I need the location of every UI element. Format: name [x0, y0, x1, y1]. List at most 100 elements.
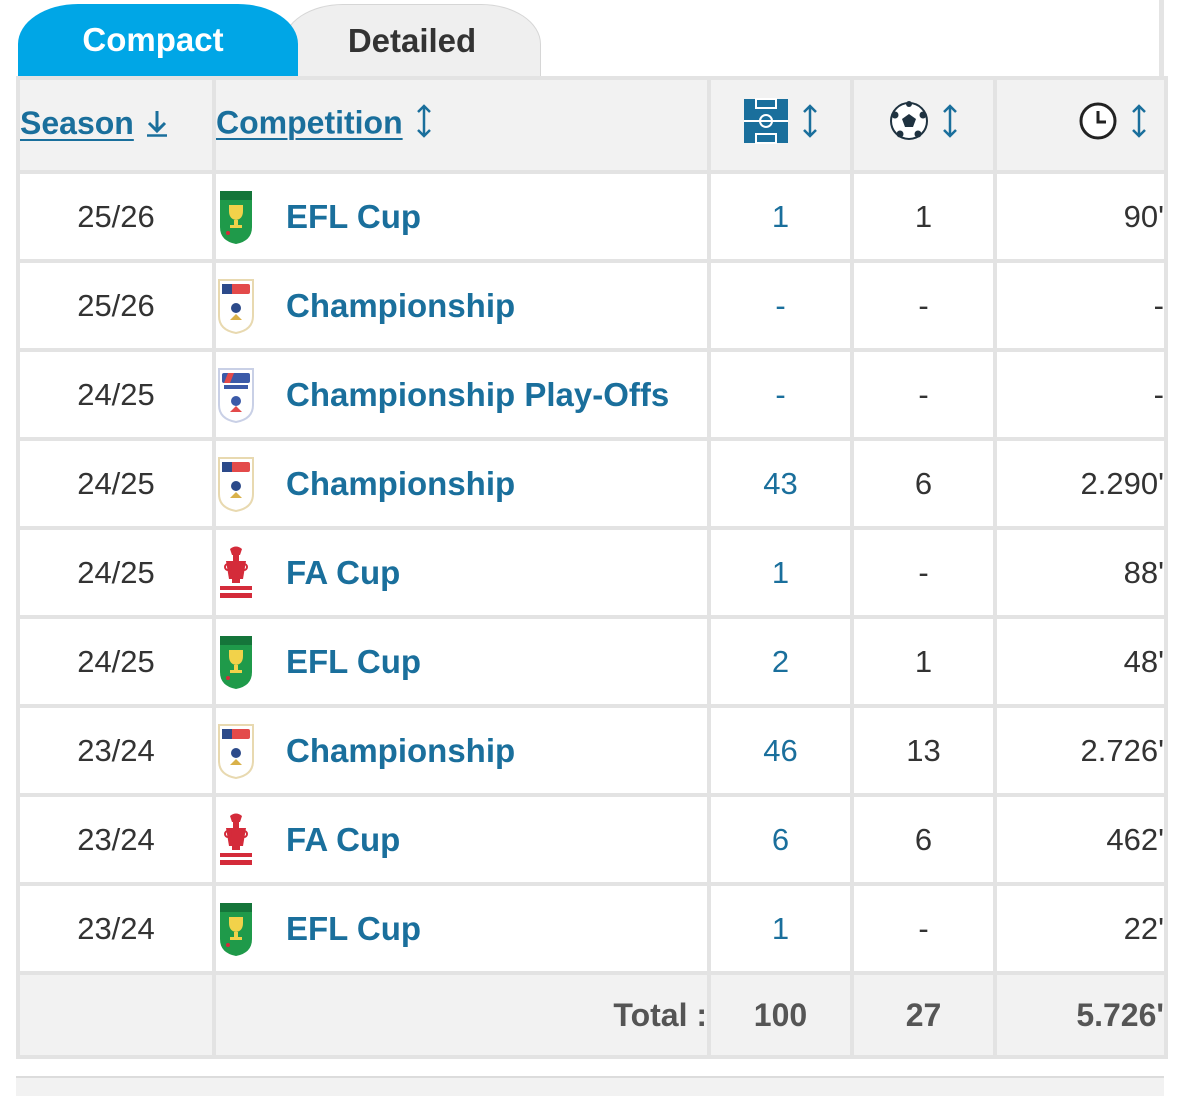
football-icon: [889, 101, 929, 149]
goals-cell: 6: [850, 437, 997, 530]
goals-cell: 6: [850, 793, 997, 886]
season-cell: 23/24: [16, 882, 216, 975]
totals-empty-cell: [16, 971, 216, 1059]
competition-cell: Championship: [212, 437, 711, 530]
season-cell: 24/25: [16, 526, 216, 619]
totals-label: Total :: [212, 971, 711, 1059]
table-row: 25/26 Championship - - -: [16, 259, 1168, 352]
appearances-cell[interactable]: -: [707, 259, 854, 352]
total-appearances: 100: [707, 971, 854, 1059]
competition-link[interactable]: Championship Play-Offs: [286, 375, 670, 413]
appearances-cell[interactable]: 43: [707, 437, 854, 530]
competition-cell: Championship: [212, 259, 711, 352]
pitch-icon: [743, 98, 789, 152]
appearances-cell[interactable]: 2: [707, 615, 854, 708]
table-header-row: Season Competition: [16, 76, 1168, 174]
sort-updown-icon[interactable]: [415, 103, 433, 147]
fa-cup-logo-icon[interactable]: [216, 545, 286, 601]
goals-header[interactable]: [850, 76, 997, 174]
table-row: 24/25 FA Cup 1-88': [16, 526, 1168, 619]
efl-cup-logo-icon[interactable]: [216, 901, 286, 957]
efl-cup-logo-icon[interactable]: [216, 189, 286, 245]
minutes-cell: -: [993, 348, 1168, 441]
stats-table: Season Competition: [16, 76, 1168, 1059]
season-cell: 23/24: [16, 704, 216, 797]
minutes-cell: -: [993, 259, 1168, 352]
appearances-cell[interactable]: 1: [707, 882, 854, 975]
season-cell: 24/25: [16, 348, 216, 441]
minutes-cell: 2.290': [993, 437, 1168, 530]
competition-link[interactable]: FA Cup: [286, 553, 401, 591]
season-cell: 25/26: [16, 259, 216, 352]
view-tabs: Detailed Compact: [0, 0, 1179, 80]
goals-cell: -: [850, 259, 997, 352]
table-row: 24/25 Championship Play-Offs - - -: [16, 348, 1168, 441]
season-header[interactable]: Season: [16, 76, 216, 174]
competition-link[interactable]: FA Cup: [286, 820, 401, 858]
season-cell: 25/26: [16, 170, 216, 263]
sort-updown-icon[interactable]: [941, 103, 959, 147]
appearances-cell[interactable]: 1: [707, 526, 854, 619]
minutes-cell: 22': [993, 882, 1168, 975]
appearances-cell[interactable]: 1: [707, 170, 854, 263]
competition-link[interactable]: Championship: [286, 731, 516, 769]
total-minutes: 5.726': [993, 971, 1168, 1059]
goals-cell: -: [850, 348, 997, 441]
competition-link[interactable]: Championship: [286, 464, 516, 502]
appearances-cell[interactable]: -: [707, 348, 854, 441]
competition-cell: FA Cup: [212, 526, 711, 619]
clock-icon: [1078, 101, 1118, 149]
tab-compact[interactable]: Compact: [18, 4, 298, 76]
championship-logo-icon[interactable]: [216, 723, 286, 779]
competition-sort-link[interactable]: Competition: [216, 104, 403, 141]
minutes-cell: 48': [993, 615, 1168, 708]
table-row: 25/26 EFL Cup 1 1 90': [16, 170, 1168, 263]
goals-cell: 13: [850, 704, 997, 797]
competition-cell: FA Cup: [212, 793, 711, 886]
playoffs-logo-icon[interactable]: [216, 367, 286, 423]
minutes-cell: 90': [993, 170, 1168, 263]
table-row: 23/24 FA Cup 6 6 462': [16, 793, 1168, 886]
next-section-edge: [16, 1076, 1164, 1096]
total-goals: 27: [850, 971, 997, 1059]
sort-down-arrow-icon[interactable]: [146, 108, 168, 145]
goals-cell: 1: [850, 615, 997, 708]
season-cell: 23/24: [16, 793, 216, 886]
goals-cell: -: [850, 882, 997, 975]
championship-logo-icon[interactable]: [216, 278, 286, 334]
season-cell: 24/25: [16, 437, 216, 530]
competition-cell: EFL Cup: [212, 170, 711, 263]
appearances-header[interactable]: [707, 76, 854, 174]
competition-link[interactable]: EFL Cup: [286, 197, 422, 235]
appearances-cell[interactable]: 6: [707, 793, 854, 886]
totals-row: Total : 100 27 5.726': [16, 971, 1168, 1059]
competition-link[interactable]: EFL Cup: [286, 909, 422, 947]
table-row: 23/24 EFL Cup 1-22': [16, 882, 1168, 975]
goals-cell: -: [850, 526, 997, 619]
sort-updown-icon[interactable]: [1130, 103, 1148, 147]
competition-header[interactable]: Competition: [212, 76, 711, 174]
fa-cup-logo-icon[interactable]: [216, 812, 286, 868]
competition-cell: Championship: [212, 704, 711, 797]
minutes-cell: 88': [993, 526, 1168, 619]
efl-cup-logo-icon[interactable]: [216, 634, 286, 690]
competition-cell: Championship Play-Offs: [212, 348, 711, 441]
competition-link[interactable]: Championship: [286, 286, 516, 324]
season-sort-link[interactable]: Season: [20, 105, 134, 142]
minutes-cell: 462': [993, 793, 1168, 886]
tab-detailed[interactable]: Detailed: [283, 4, 541, 76]
sort-updown-icon[interactable]: [801, 103, 819, 147]
minutes-header[interactable]: [993, 76, 1168, 174]
season-cell: 24/25: [16, 615, 216, 708]
minutes-cell: 2.726': [993, 704, 1168, 797]
championship-logo-icon[interactable]: [216, 456, 286, 512]
table-row: 24/25 Championship 43 6 2.290': [16, 437, 1168, 530]
appearances-cell[interactable]: 46: [707, 704, 854, 797]
table-row: 24/25 EFL Cup 2 1 48': [16, 615, 1168, 708]
goals-cell: 1: [850, 170, 997, 263]
competition-cell: EFL Cup: [212, 615, 711, 708]
competition-cell: EFL Cup: [212, 882, 711, 975]
table-row: 23/24 Championship 46 13 2.726': [16, 704, 1168, 797]
frame-border: [1159, 0, 1164, 80]
competition-link[interactable]: EFL Cup: [286, 642, 422, 680]
